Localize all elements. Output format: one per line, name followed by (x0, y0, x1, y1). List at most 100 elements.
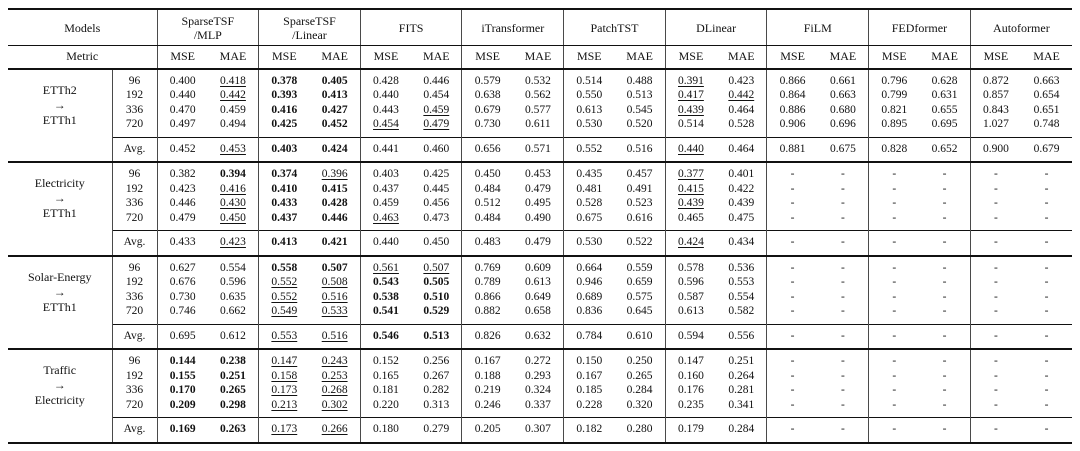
sparsetsf-linear-mae-cell: 0.266 (309, 417, 361, 444)
itransformer-mse-cell: 0.769 (461, 255, 513, 275)
dlinear-mse-cell: 0.439 (664, 196, 717, 211)
sparsetsf-mlp-mse-cell: 0.746 (156, 304, 208, 324)
fedformer-mae-cell: - (942, 261, 947, 274)
dlinear-mae-cell: 0.264 (728, 369, 755, 382)
patchtst-mse-cell: 0.664 (563, 255, 615, 275)
patchtst-mse-cell: 0.530 (563, 117, 615, 137)
sparsetsf-linear-mse-cell: 0.213 (258, 397, 310, 418)
film-mse-cell: - (766, 275, 818, 290)
dlinear-mse-cell: 0.587 (664, 289, 717, 304)
patchtst-mae-cell: 0.513 (626, 89, 653, 101)
sparsetsf-linear-mae-cell: 0.396 (321, 168, 348, 180)
avg-row: Avg. 0.169 0.263 0.173 0.266 0.180 0.279 0.205 0… (8, 417, 1072, 444)
sparsetsf-mlp-mae-cell: 0.459 (220, 103, 246, 116)
autoformer-mse-cell: 0.900 (969, 136, 1022, 163)
itransformer-mse-cell: 0.483 (461, 230, 513, 257)
fits-mae-cell: 0.445 (423, 182, 450, 195)
fedformer-mse-cell: - (868, 289, 920, 304)
dlinear-mse-cell: 0.465 (664, 210, 717, 231)
fedformer-mae-cell: - (942, 276, 947, 288)
table-row: Solar-Energy → ETTh1 96 0.627 0.554 0.558 0.507… (8, 255, 1072, 314)
patchtst-mae-cell: 0.250 (626, 355, 653, 367)
dlinear-mae-cell: 0.554 (728, 290, 755, 303)
fedformer-mse-cell: - (868, 417, 920, 444)
avg-label: Avg. (111, 230, 157, 257)
sparsetsf-mlp-mse-cell: 0.676 (156, 275, 208, 290)
film-mae-cell: - (841, 305, 845, 317)
fits-mse-cell: 0.459 (359, 196, 412, 211)
patchtst-mae-cell: 0.610 (614, 323, 666, 350)
patchtst-mse-cell: 0.150 (563, 349, 615, 369)
fits-mae-cell: 0.460 (411, 136, 462, 163)
fits-mse-cell: 0.180 (359, 417, 412, 444)
sparsetsf-linear-mae-cell: 0.405 (321, 74, 348, 87)
autoformer-mse-cell: - (969, 162, 1022, 182)
dlinear-mae-cell: 0.401 (728, 168, 755, 180)
itransformer-mae-cell: 0.495 (525, 197, 551, 209)
fits-mse-cell: 0.440 (359, 88, 412, 103)
film-mae-cell: 0.661 (829, 74, 856, 87)
horizon-cell: 192 (111, 88, 157, 103)
fedformer-mae-cell: 0.631 (931, 89, 958, 101)
sparsetsf-mlp-mae-cell: 0.450 (220, 211, 246, 224)
dlinear-mae-cell: 0.556 (716, 323, 767, 350)
patchtst-mse-cell: 0.836 (563, 304, 615, 324)
dataset-label-empty (8, 230, 112, 257)
fedformer-mse-cell: - (868, 255, 920, 275)
patchtst-mse-cell: 0.528 (563, 196, 615, 211)
sparsetsf-mlp-mae-cell: 0.394 (220, 168, 246, 180)
sparsetsf-mlp-mse-header: MSE (156, 45, 208, 70)
fits-mse-cell: 0.443 (359, 102, 412, 117)
autoformer-mae-cell: - (1044, 211, 1049, 224)
sparsetsf-linear-mae-cell: 0.533 (321, 305, 348, 317)
autoformer-mae-cell: - (1044, 290, 1049, 303)
sparsetsf-linear-mae-cell: 0.516 (321, 290, 348, 303)
dataset-label-empty (8, 324, 112, 350)
film-mse-cell: - (766, 162, 818, 182)
fedformer-mse-cell: 0.799 (868, 88, 920, 103)
fits-mse-cell: 0.437 (359, 181, 412, 196)
fits-mse-cell: 0.546 (359, 323, 412, 350)
patchtst-mse-cell: 0.167 (563, 368, 615, 383)
patchtst-mae-cell: 0.457 (626, 168, 653, 180)
film-mse-cell: - (766, 230, 818, 257)
dlinear-mae-cell: 0.582 (728, 305, 755, 317)
col-group-autoformer: Autoformer (969, 9, 1072, 46)
patchtst-mse-cell: 0.675 (563, 210, 615, 231)
film-mae-cell: 0.680 (829, 103, 856, 116)
fedformer-mse-cell: 0.821 (868, 102, 920, 117)
dlinear-mse-cell: 0.235 (664, 397, 717, 418)
film-mse-cell: - (766, 304, 818, 324)
sparsetsf-mlp-mse-cell: 0.695 (156, 323, 208, 350)
sparsetsf-mlp-mse-cell: 0.382 (156, 162, 208, 182)
patchtst-mae-cell: 0.520 (626, 118, 653, 130)
dlinear-mse-cell: 0.440 (664, 136, 717, 163)
itransformer-mae-cell: 0.571 (512, 136, 564, 163)
sparsetsf-linear-mae-cell: 0.413 (321, 89, 348, 101)
autoformer-mae-header: MAE (1021, 45, 1072, 70)
fedformer-mae-cell: - (942, 305, 947, 317)
sparsetsf-linear-mse-cell: 0.437 (258, 210, 310, 231)
fits-mse-cell: 0.428 (359, 68, 412, 88)
sparsetsf-linear-mse-cell: 0.558 (258, 255, 310, 275)
sparsetsf-linear-mae-cell: 0.415 (321, 182, 348, 195)
col-group-film: FiLM (766, 9, 869, 46)
sparsetsf-linear-mae-cell: 0.507 (321, 261, 348, 274)
dlinear-mse-cell: 0.377 (664, 162, 717, 182)
film-mae-header: MAE (817, 45, 869, 70)
fedformer-mse-cell: - (868, 162, 920, 182)
fedformer-mae-cell: - (942, 384, 947, 396)
table-row: 192 0.676 0.596 0.552 0.508 0.543 0.505 0.789 0.… (8, 275, 1072, 290)
sparsetsf-linear-mse-cell: 0.553 (258, 323, 310, 350)
fits-mae-cell: 0.473 (423, 211, 450, 224)
fedformer-mae-cell: - (942, 290, 947, 303)
avg-row: Avg. 0.695 0.612 0.553 0.516 0.546 0.513 0.826 0… (8, 323, 1072, 350)
sparsetsf-linear-mae-cell: 0.427 (321, 103, 348, 116)
itransformer-mse-cell: 0.205 (461, 417, 513, 444)
sparsetsf-linear-mae-header: MAE (309, 45, 361, 70)
film-mse-cell: - (766, 368, 818, 383)
horizon-cell: 720 (111, 117, 157, 137)
patchtst-mse-cell: 0.185 (563, 383, 615, 398)
patchtst-mae-cell: 0.265 (626, 369, 653, 382)
sparsetsf-mlp-mse-cell: 0.497 (156, 117, 208, 137)
